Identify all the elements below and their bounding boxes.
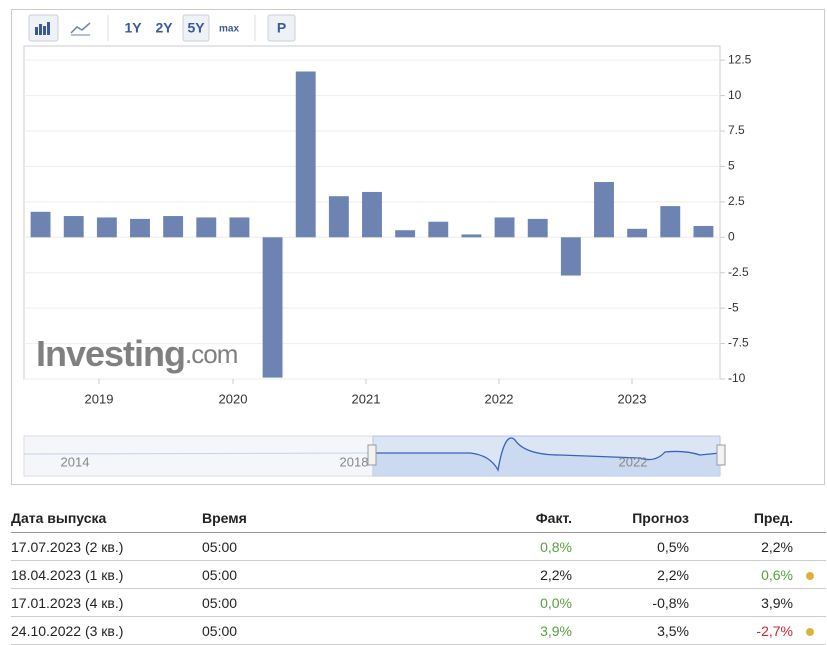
bar: [395, 230, 416, 238]
bar: [627, 228, 648, 238]
y-tick-label: 10: [728, 88, 742, 102]
actual-cell: 3,9%: [502, 616, 572, 645]
bar: [362, 191, 382, 238]
p-button[interactable]: [267, 14, 296, 42]
bar: [63, 216, 84, 238]
bar: [660, 206, 681, 238]
range-button[interactable]: max: [219, 24, 239, 35]
dot-cell: [793, 588, 826, 617]
dot-cell: [793, 532, 826, 561]
line-type-button[interactable]: [66, 15, 95, 41]
table-row: 18.04.2023 (1 кв.) 05:00 2,2% 2,2% 0,6%: [11, 560, 826, 589]
bar: [262, 237, 283, 378]
bar: [560, 237, 581, 276]
navigator-label: 2022: [619, 454, 648, 469]
x-tick-label: 2020: [219, 391, 248, 406]
toolbar: 1Y 2Y 5Y max P: [28, 14, 296, 42]
data-table: Дата выпуска Время Факт. Прогноз Пред. 17.07…: [11, 504, 826, 645]
y-tick-label: 5: [728, 159, 735, 173]
column-header: Пред.: [689, 504, 793, 533]
bar: [229, 217, 250, 238]
previous-cell: 3,9%: [689, 588, 793, 617]
bar: [295, 71, 316, 238]
previous-cell: 0,6%: [689, 560, 793, 589]
navigator: 2014 2018 2022: [23, 435, 726, 477]
column-spacer: [793, 504, 826, 533]
actual-cell: 0,0%: [502, 588, 572, 617]
column-header: Факт.: [502, 504, 572, 533]
range-button[interactable]: 1Y: [124, 20, 142, 36]
x-tick-label: 2022: [485, 391, 514, 406]
x-tick-label: 2023: [618, 391, 647, 406]
date-cell: 17.01.2023 (4 кв.): [11, 588, 202, 617]
y-tick-label: 2.5: [728, 194, 745, 208]
column-header: Прогноз: [572, 504, 689, 533]
date-cell: 17.07.2023 (2 кв.): [11, 532, 202, 561]
forecast-cell: 2,2%: [572, 560, 689, 589]
range-button[interactable]: 2Y: [155, 20, 173, 36]
p-button-label: P: [277, 20, 286, 36]
time-cell: 05:00: [202, 532, 502, 561]
y-tick-label: -2.5: [728, 265, 749, 279]
dot-cell: [793, 560, 826, 589]
revision-dot: [805, 571, 814, 580]
table-row: 17.07.2023 (2 кв.) 05:00 0,8% 0,5% 2,2%: [11, 532, 826, 561]
bar: [461, 234, 482, 238]
navigator-label: 2014: [61, 454, 90, 469]
bar: [196, 217, 217, 238]
column-header: Время: [202, 504, 502, 533]
watermark-main: Investing: [36, 333, 185, 374]
navigator-handle[interactable]: [367, 444, 377, 466]
navigator-handle[interactable]: [716, 444, 726, 466]
bar: [494, 217, 515, 238]
x-tick-label: 2021: [352, 391, 381, 406]
table-row: 17.01.2023 (4 кв.) 05:00 0,0% -0,8% 3,9%: [11, 588, 826, 617]
previous-cell: 2,2%: [689, 532, 793, 561]
y-tick-label: -5: [728, 300, 739, 314]
x-tick-label: 2019: [85, 391, 114, 406]
bar: [328, 196, 349, 238]
bar: [693, 225, 714, 238]
actual-cell: 0,8%: [502, 532, 572, 561]
y-tick-label: 7.5: [728, 123, 745, 137]
time-cell: 05:00: [202, 560, 502, 589]
bar: [130, 218, 150, 238]
navigator-label: 2018: [340, 454, 369, 469]
bar: [527, 218, 548, 238]
watermark: Investing.com: [36, 333, 237, 374]
dot-cell: [793, 616, 826, 645]
date-cell: 24.10.2022 (3 кв.): [11, 616, 202, 645]
range-active: [182, 14, 210, 42]
revision-dot: [805, 627, 814, 636]
range-button[interactable]: 5Y: [187, 20, 205, 36]
forecast-cell: 3,5%: [572, 616, 689, 645]
y-tick-label: 12.5: [728, 52, 752, 66]
date-cell: 18.04.2023 (1 кв.): [11, 560, 202, 589]
column-header: Дата выпуска: [11, 504, 202, 533]
chart-widget: [11, 9, 825, 485]
forecast-cell: -0,8%: [572, 588, 689, 617]
watermark-suffix: .com: [185, 339, 237, 369]
bar: [163, 216, 184, 238]
chart: 1Y 2Y 5Y max P 12.5107.552.50-2.5-5-7.5-10 …: [23, 14, 752, 477]
bar: [594, 182, 614, 238]
time-cell: 05:00: [202, 616, 502, 645]
table-row: 24.10.2022 (3 кв.) 05:00 3,9% 3,5% -2,7%: [11, 616, 826, 645]
y-tick-label: -10: [728, 371, 746, 385]
forecast-cell: 0,5%: [572, 532, 689, 561]
y-tick-label: -7.5: [728, 336, 749, 350]
time-cell: 05:00: [202, 588, 502, 617]
bar: [30, 211, 51, 238]
y-tick-label: 0: [728, 229, 735, 243]
previous-cell: -2,7%: [689, 616, 793, 645]
bar: [428, 221, 449, 238]
actual-cell: 2,2%: [502, 560, 572, 589]
bar: [96, 217, 117, 238]
